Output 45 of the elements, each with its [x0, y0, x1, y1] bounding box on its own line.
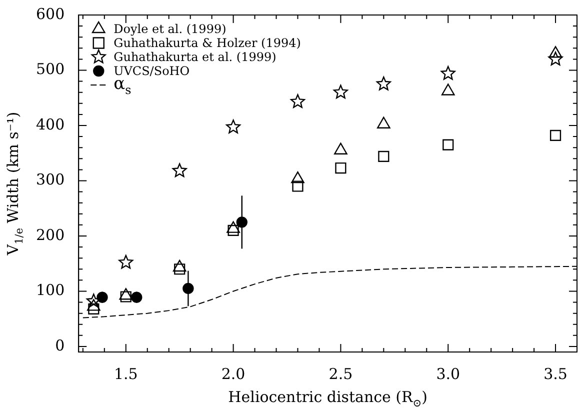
y-tick-label: 500 — [36, 60, 65, 78]
y-tick-label: 400 — [36, 115, 65, 134]
point — [291, 171, 304, 184]
y-tick-label: 300 — [36, 170, 65, 189]
legend-label: UVCS/SoHO — [114, 64, 190, 78]
point — [335, 162, 346, 174]
point — [226, 120, 241, 134]
point — [172, 163, 187, 178]
point — [442, 139, 454, 150]
y-tick-label: 200 — [36, 226, 65, 244]
y-tick-label: 100 — [36, 281, 65, 300]
point — [290, 94, 305, 108]
point — [88, 303, 100, 314]
point — [548, 52, 563, 66]
point — [333, 84, 348, 99]
point — [334, 142, 348, 154]
y-tick-label: 0 — [55, 336, 65, 354]
y-tick-label: 600 — [36, 4, 65, 23]
point — [118, 254, 134, 269]
point — [292, 180, 304, 192]
point — [226, 221, 240, 233]
point — [172, 260, 186, 272]
point — [87, 299, 100, 311]
legend-label: Doyle et al. (1999) — [114, 22, 226, 36]
point — [378, 150, 390, 162]
point — [174, 264, 186, 275]
point — [376, 76, 391, 90]
point — [377, 116, 390, 128]
point — [441, 84, 455, 96]
x-tick-label: 3.0 — [436, 364, 460, 383]
legend-label: Guhathakurta et al. (1999) — [114, 50, 276, 64]
x-tick-label: 2.0 — [221, 364, 246, 383]
point — [119, 288, 133, 300]
point — [131, 292, 142, 303]
x-tick-label: 2.5 — [328, 364, 353, 383]
x-tick-label: 3.5 — [544, 364, 568, 383]
point — [548, 46, 562, 58]
x-tick-label: 1.5 — [114, 364, 138, 383]
y-axis-title: V1/e Width (km s⁻¹) — [4, 112, 26, 256]
point — [120, 291, 132, 302]
point — [550, 130, 562, 141]
legend-label: Guhathakurta & Holzer (1994) — [114, 36, 301, 50]
x-axis-title: Heliocentric distance (R⊙) — [228, 388, 428, 410]
point — [440, 66, 456, 80]
point — [228, 224, 239, 236]
